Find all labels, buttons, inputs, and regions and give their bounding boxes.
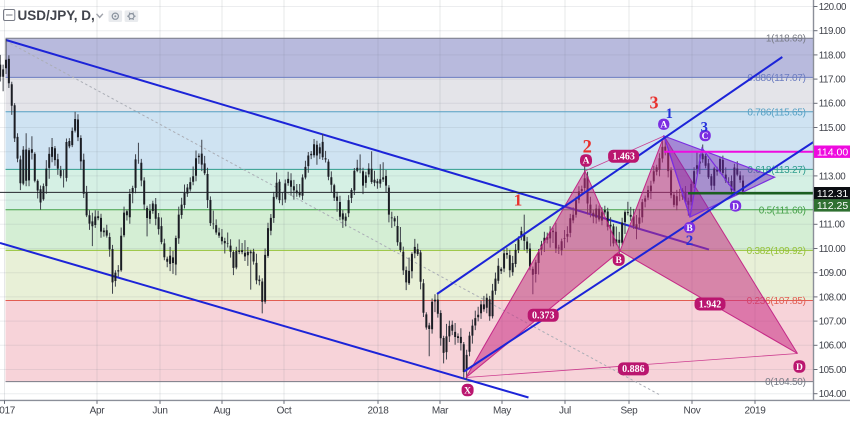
svg-text:3: 3	[701, 120, 708, 136]
svg-text:106.00: 106.00	[819, 341, 847, 352]
svg-text:113.00: 113.00	[819, 171, 847, 182]
svg-text:2017: 2017	[0, 406, 16, 417]
svg-text:D: D	[732, 202, 739, 212]
svg-text:114.00: 114.00	[817, 146, 848, 158]
svg-text:118.00: 118.00	[819, 50, 847, 61]
svg-text:A: A	[660, 121, 667, 131]
svg-text:2019: 2019	[744, 406, 766, 417]
svg-text:104.00: 104.00	[819, 389, 847, 400]
svg-text:Apr: Apr	[90, 406, 106, 417]
svg-text:0.5(111.60): 0.5(111.60)	[759, 205, 806, 216]
svg-text:Jul: Jul	[559, 406, 571, 417]
svg-text:0.382(109.92): 0.382(109.92)	[747, 246, 806, 257]
svg-text:110.00: 110.00	[819, 244, 847, 255]
svg-text:109.00: 109.00	[819, 268, 847, 279]
svg-text:May: May	[493, 406, 511, 417]
svg-text:B: B	[616, 256, 623, 266]
svg-text:116.00: 116.00	[819, 99, 847, 110]
svg-text:2: 2	[583, 138, 592, 158]
svg-text:1.463: 1.463	[612, 152, 635, 163]
svg-text:Oct: Oct	[277, 406, 292, 417]
svg-text:120.00: 120.00	[819, 2, 847, 13]
svg-text:105.00: 105.00	[819, 365, 847, 376]
svg-text:1(118.69): 1(118.69)	[766, 34, 806, 45]
svg-text:2: 2	[686, 233, 694, 249]
svg-text:0(104.50): 0(104.50)	[765, 377, 806, 388]
svg-text:Sep: Sep	[621, 406, 639, 417]
svg-text:3: 3	[650, 93, 659, 113]
svg-text:1.942: 1.942	[699, 299, 722, 310]
svg-text:108.00: 108.00	[819, 292, 847, 303]
svg-text:107.00: 107.00	[819, 317, 847, 328]
svg-text:117.00: 117.00	[819, 75, 847, 86]
svg-text:A: A	[583, 157, 590, 167]
svg-text:1: 1	[666, 106, 673, 122]
svg-text:Aug: Aug	[214, 406, 231, 417]
svg-text:115.00: 115.00	[819, 123, 847, 134]
svg-text:Nov: Nov	[684, 406, 701, 417]
svg-text:0.786(115.65): 0.786(115.65)	[747, 107, 805, 118]
svg-text:0.886: 0.886	[622, 364, 645, 375]
svg-text:D: D	[796, 363, 803, 373]
svg-text:Jun: Jun	[152, 406, 167, 417]
svg-text:111.00: 111.00	[819, 220, 846, 231]
svg-text:Mar: Mar	[432, 406, 449, 417]
svg-text:112.31: 112.31	[817, 188, 848, 200]
svg-text:119.00: 119.00	[819, 26, 847, 37]
svg-text:0.373: 0.373	[532, 311, 555, 322]
svg-text:2018: 2018	[367, 406, 389, 417]
svg-text:X: X	[464, 386, 471, 396]
svg-text:USD/JPY, D,: USD/JPY, D,	[18, 8, 95, 23]
svg-text:112.25: 112.25	[817, 200, 848, 212]
svg-text:1: 1	[514, 190, 523, 209]
